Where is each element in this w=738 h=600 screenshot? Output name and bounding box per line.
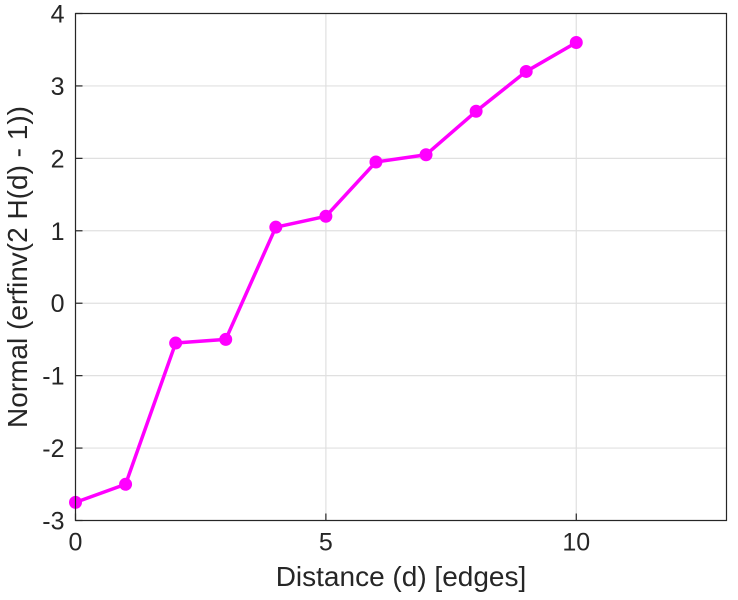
data-point-marker	[569, 35, 583, 49]
x-tick-label: 0	[69, 529, 83, 557]
y-tick-label: 2	[51, 145, 65, 173]
x-tick-label: 10	[562, 529, 590, 557]
y-tick-label: 3	[51, 73, 65, 101]
y-tick-label: -1	[42, 363, 64, 391]
axis-ticks	[74, 12, 577, 522]
data-point-marker	[469, 104, 483, 118]
data-series	[69, 35, 583, 509]
y-tick-label: -2	[42, 435, 64, 463]
y-axis-label: Normal (erfinv(2 H(d) - 1))	[2, 106, 33, 428]
data-point-marker	[319, 209, 333, 223]
data-point-marker	[369, 155, 383, 169]
x-tick-label: 5	[319, 529, 333, 557]
data-point-marker	[419, 148, 433, 162]
y-tick-label: -3	[42, 508, 64, 536]
data-point-marker	[169, 336, 183, 350]
data-point-marker	[519, 64, 533, 78]
plot-box	[74, 12, 728, 522]
y-tick-label: 1	[51, 218, 65, 246]
data-point-marker	[269, 220, 283, 234]
x-axis-label: Distance (d) [edges]	[276, 561, 527, 592]
data-point-marker	[119, 477, 133, 491]
data-point-marker	[219, 332, 233, 346]
y-tick-label: 0	[51, 290, 65, 318]
tick-labels: 0 5 10 -3 -2 -1 0 1 2 3 4	[42, 1, 590, 557]
plot-background	[75, 13, 727, 521]
y-tick-label: 4	[51, 1, 65, 29]
